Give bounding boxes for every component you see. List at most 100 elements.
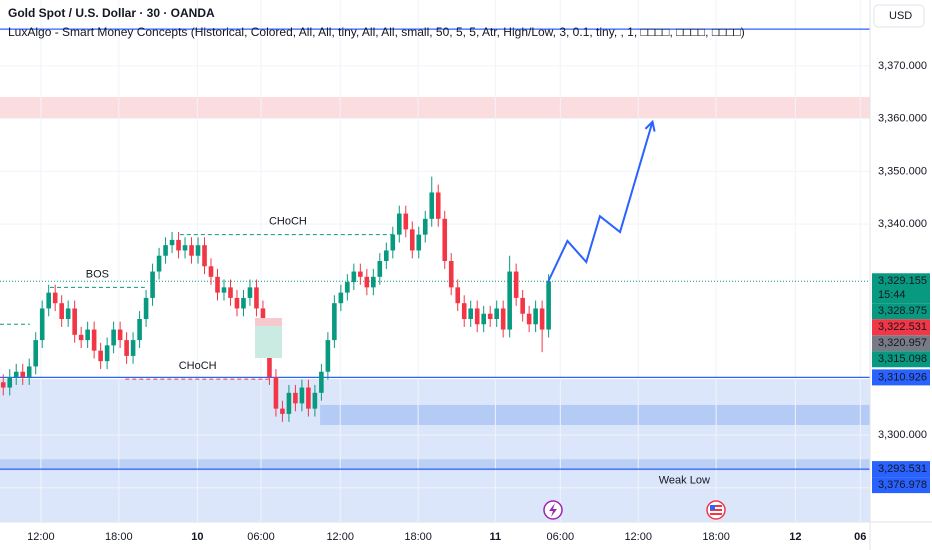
candle-body (507, 271, 512, 330)
candle-body (422, 218, 428, 235)
candle-body (481, 313, 486, 325)
candle-body (143, 297, 149, 319)
candle-body (78, 334, 84, 341)
candle-body (280, 408, 285, 414)
candle-body (299, 387, 305, 404)
candle-body (494, 308, 499, 319)
projection-path (547, 121, 654, 283)
candle-body (208, 266, 214, 277)
candle-body (377, 261, 383, 277)
countdown: 15:44 (878, 289, 906, 301)
currency-button[interactable] (873, 4, 925, 28)
candle-body (169, 239, 175, 246)
candle-body (500, 308, 506, 330)
structure-label: BOS (86, 268, 109, 280)
candle-body (98, 350, 103, 362)
candle-body (176, 239, 181, 251)
candle-body (247, 287, 253, 298)
candle-body (72, 308, 77, 335)
candle-body (65, 308, 71, 319)
candle-body (338, 292, 344, 304)
candle-body (241, 297, 246, 309)
candle-body (195, 245, 201, 256)
candle-body (390, 234, 396, 251)
candle-body (448, 261, 454, 288)
x-tick-label: 12:00 (27, 531, 55, 543)
candle-body (150, 271, 155, 298)
candle-body (416, 234, 422, 251)
candle-body (189, 245, 194, 256)
annotation: Weak Low (659, 474, 710, 486)
candle-body (520, 297, 525, 314)
price-label-box (872, 369, 930, 386)
y-tick-label: 3,300.000 (878, 429, 927, 441)
candle-body (286, 392, 292, 414)
candle-body (293, 392, 298, 404)
candle-body (221, 287, 227, 293)
price-label: 3,310.926 (878, 371, 927, 383)
candle-body (39, 308, 45, 341)
structure-label: CHoCH (269, 216, 307, 228)
event-icon (543, 500, 563, 520)
x-tick-label: 12:00 (624, 531, 652, 543)
price-label-box (872, 303, 930, 320)
price-label: 3,376.978 (878, 479, 927, 491)
projection-arrowhead (644, 119, 656, 132)
candle-body (384, 250, 389, 261)
y-tick-label: 3,360.000 (878, 113, 927, 125)
candle-body (156, 255, 162, 272)
price-label: 3,315.098 (878, 353, 927, 365)
candle-body (267, 340, 272, 377)
candle-body (91, 329, 97, 351)
zone (0, 379, 870, 522)
x-tick-label: 10 (191, 531, 203, 543)
structure-label: CHoCH (179, 360, 217, 372)
price-label-box (872, 335, 930, 352)
price-label-box (872, 273, 930, 304)
candle-body (85, 329, 90, 341)
candle-body (124, 340, 129, 356)
candle-body (7, 377, 13, 388)
y-tick-label: 3,370.000 (878, 60, 927, 72)
x-tick-label: 06:00 (247, 531, 275, 543)
candle-body (137, 319, 142, 341)
currency[interactable]: USD (889, 10, 912, 22)
candle-body (461, 303, 467, 319)
flag-icon (706, 500, 726, 520)
candle-body (429, 192, 435, 219)
candle-body (163, 245, 168, 256)
x-tick-label: 18:00 (702, 531, 730, 543)
candle-body (325, 340, 331, 372)
candle-body (215, 276, 220, 293)
candle-body (182, 245, 188, 251)
candle-body (202, 245, 207, 267)
order-block (255, 326, 282, 358)
candle-body (104, 345, 110, 362)
price-label-box (872, 477, 930, 494)
candle-body (364, 276, 370, 288)
candle-body (234, 297, 240, 309)
y-tick-label: 3,340.000 (878, 218, 927, 230)
candle-body (33, 340, 39, 367)
zone (0, 97, 870, 119)
candle-body (13, 371, 19, 377)
candle-body (396, 213, 402, 235)
candle-body (358, 271, 363, 277)
y-tick-label: 3,350.000 (878, 165, 927, 177)
price-label: 3,293.531 (878, 463, 927, 475)
candle-body (351, 271, 357, 283)
x-tick-label: 18:00 (404, 531, 432, 543)
price-label-box (872, 461, 930, 478)
x-tick-label: 06 (854, 531, 866, 543)
candle-body (487, 313, 493, 319)
x-tick-label: 12:00 (326, 531, 354, 543)
candle-body (52, 292, 58, 304)
price-label: 3,329.155 (878, 275, 927, 287)
candle-body (409, 229, 415, 251)
price-label: 3,322.531 (878, 321, 927, 333)
candle-body (435, 192, 441, 219)
candle-body (306, 387, 311, 409)
x-tick-label: 11 (490, 531, 502, 543)
candle-body (468, 308, 474, 319)
